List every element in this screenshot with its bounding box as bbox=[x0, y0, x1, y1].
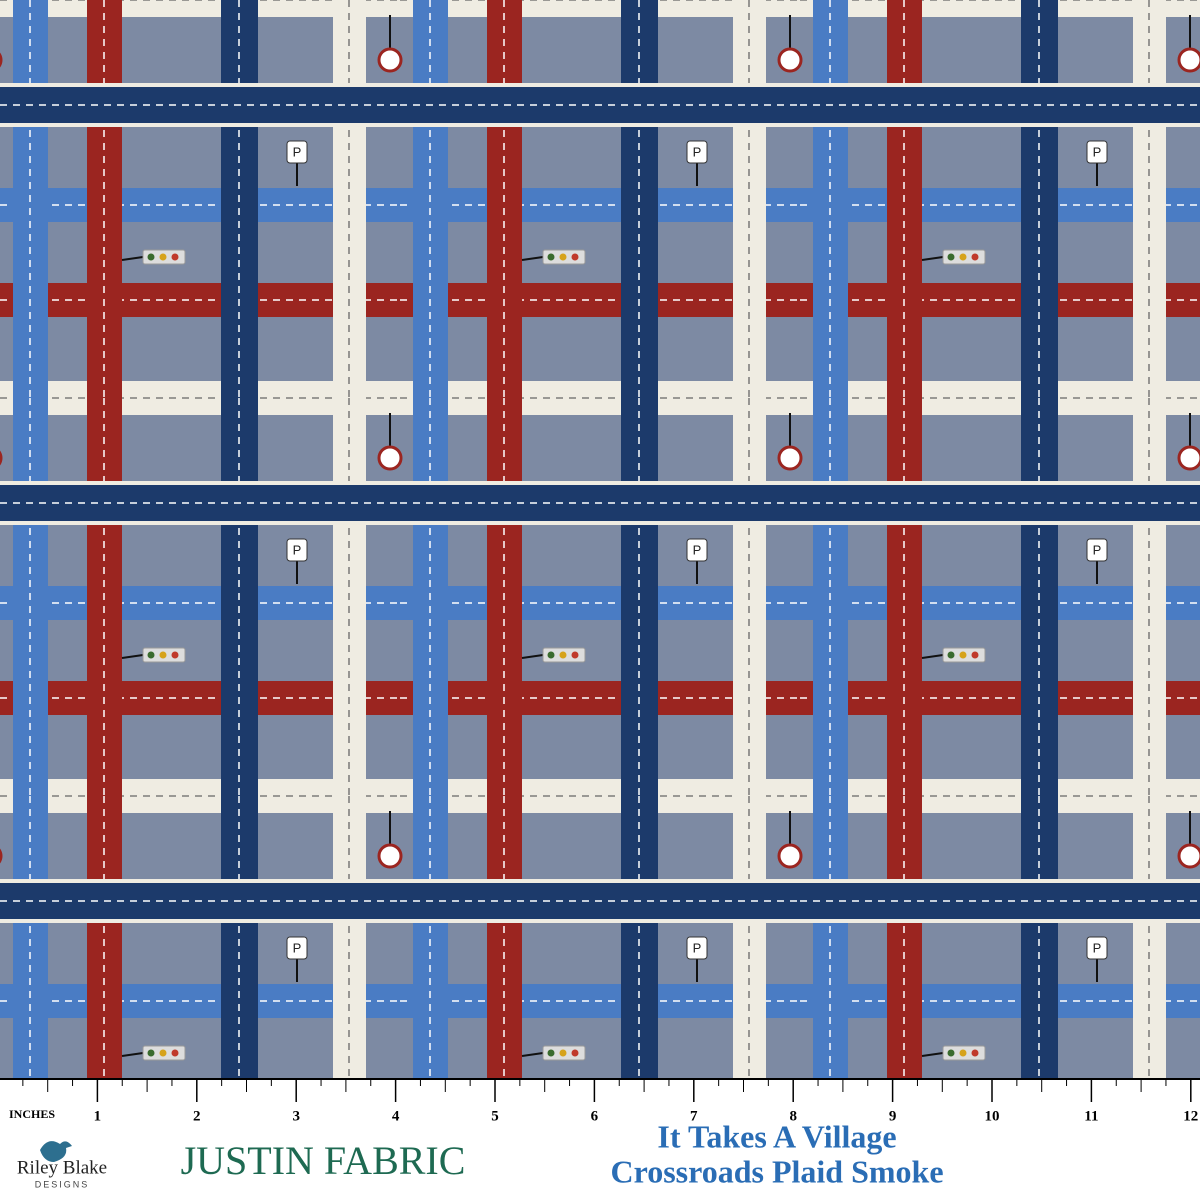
ruler-label: 7 bbox=[690, 1108, 698, 1124]
riley-blake-logo: Riley Blake DESIGNS bbox=[17, 1141, 107, 1189]
ruler-label: 1 bbox=[94, 1108, 102, 1124]
riley-blake-sub: DESIGNS bbox=[35, 1179, 90, 1189]
ruler-unit: INCHES bbox=[9, 1107, 55, 1121]
riley-blake-name: Riley Blake bbox=[17, 1157, 107, 1178]
bird-icon bbox=[40, 1141, 72, 1162]
ruler: INCHES 1 2 3 4 5 6 7 8 9 10 11 12 bbox=[0, 1078, 1200, 1124]
ruler-label: 11 bbox=[1084, 1108, 1098, 1124]
plaid-print bbox=[0, 0, 1200, 1078]
ruler-label: 3 bbox=[292, 1108, 300, 1124]
ruler-label: 9 bbox=[889, 1108, 897, 1124]
ruler-label: 6 bbox=[591, 1108, 599, 1124]
ruler-label: 5 bbox=[491, 1108, 499, 1124]
product-name: Crossroads Plaid Smoke bbox=[610, 1153, 943, 1189]
justin-fabric-logo: JUSTIN FABRIC bbox=[181, 1138, 466, 1183]
ruler-label: 10 bbox=[985, 1108, 1000, 1124]
collection-name: It Takes A Village bbox=[657, 1118, 896, 1154]
ruler-label: 8 bbox=[789, 1108, 797, 1124]
ruler-label: 2 bbox=[193, 1108, 201, 1124]
ruler-label: 4 bbox=[392, 1108, 400, 1124]
ruler-label: 12 bbox=[1183, 1108, 1198, 1124]
